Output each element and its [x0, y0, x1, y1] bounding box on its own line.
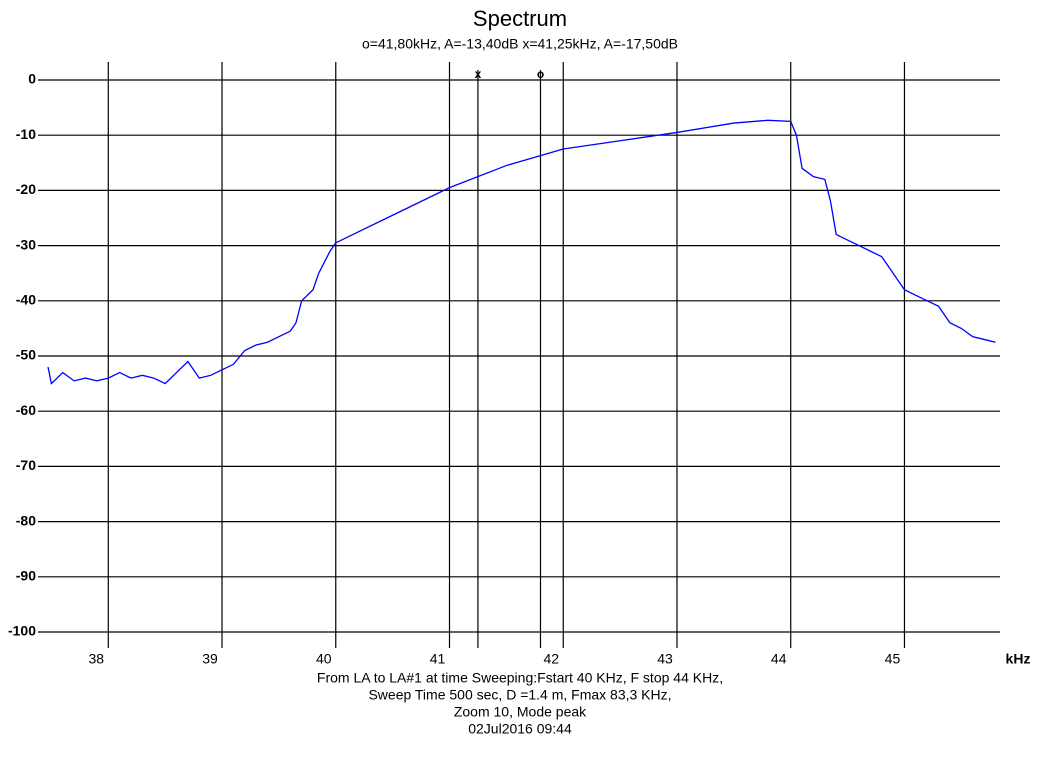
x-tick-label: 43 [657, 651, 673, 667]
y-tick-label: -20 [16, 181, 36, 197]
footer-line: Sweep Time 500 sec, D =1.4 m, Fmax 83,3 … [368, 687, 671, 703]
y-tick-label: -30 [16, 236, 36, 252]
x-tick-label: 39 [202, 651, 218, 667]
footer-line: From LA to LA#1 at time Sweeping:Fstart … [317, 670, 723, 686]
footer-line: 02Jul2016 09:44 [468, 721, 572, 737]
y-tick-label: -40 [16, 292, 36, 308]
y-tick-label: -100 [8, 623, 36, 639]
chart-title: Spectrum [473, 6, 567, 31]
x-tick-label: 42 [543, 651, 559, 667]
x-tick-label: 38 [88, 651, 104, 667]
x-axis-label: kHz [1006, 651, 1031, 667]
y-tick-label: -70 [16, 457, 36, 473]
marker-label: x [475, 67, 482, 81]
y-tick-label: -60 [16, 402, 36, 418]
line-series [47, 119, 996, 385]
y-tick-label: 0 [28, 71, 36, 87]
x-tick-label: 44 [771, 651, 787, 667]
y-tick-label: -10 [16, 126, 36, 142]
y-tick-label: -90 [16, 568, 36, 584]
footer-line: Zoom 10, Mode peak [454, 704, 587, 720]
subtitle: o=41,80kHz, A=-13,40dB x=41,25kHz, A=-17… [362, 36, 678, 52]
marker-label: o [537, 67, 544, 81]
x-tick-label: 41 [430, 651, 446, 667]
y-tick-label: -50 [16, 347, 36, 363]
y-tick-label: -80 [16, 512, 36, 528]
x-tick-label: 45 [885, 651, 901, 667]
x-tick-label: 40 [316, 651, 332, 667]
